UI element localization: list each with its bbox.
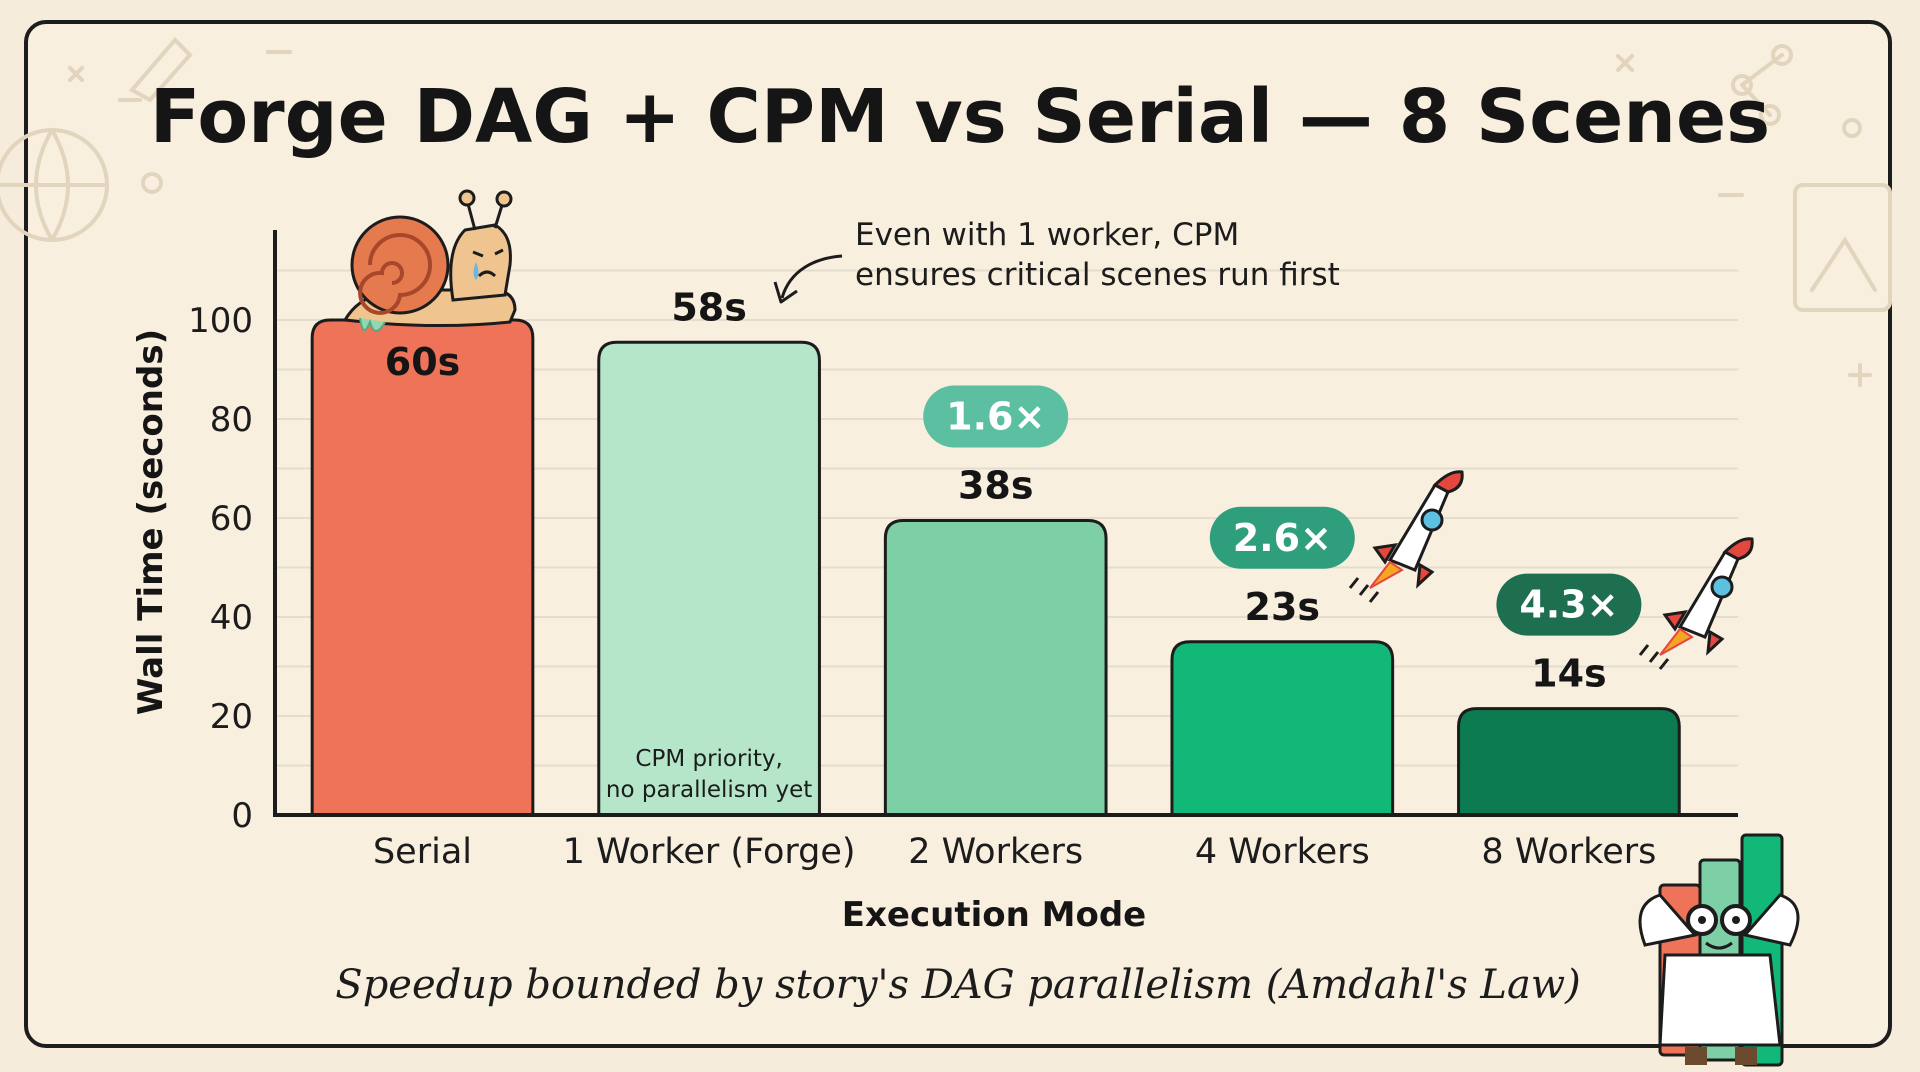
rocket-icon <box>1348 470 1464 603</box>
bars <box>310 318 1681 817</box>
x-axis-label: Execution Mode <box>842 895 1146 935</box>
value-label: 23s <box>1245 585 1321 629</box>
value-label: 38s <box>958 463 1034 507</box>
speedup-label: 2.6× <box>1233 516 1332 560</box>
value-label: 14s <box>1531 652 1607 696</box>
bar-note-line: no parallelism yet <box>606 777 812 803</box>
value-labels: 60s 58s 38s 23s 14s <box>385 285 1607 695</box>
chart-title: Forge DAG + CPM vs Serial — 8 Scenes <box>150 74 1770 160</box>
bar-1-worker-forge- <box>597 340 821 817</box>
speedup-badge <box>1209 506 1355 569</box>
annotation-arrow <box>773 254 843 304</box>
sad-snail-icon <box>342 189 517 332</box>
bar-2-workers <box>883 518 1108 817</box>
value-label: 60s <box>385 340 461 384</box>
bar-8-workers <box>1457 707 1681 817</box>
x-tick-label: 1 Worker (Forge) <box>563 832 856 872</box>
y-axis-label: Wall Time (seconds) <box>131 329 171 715</box>
bar-note-line: CPM priority, <box>635 746 782 772</box>
y-tick-label: 0 <box>231 796 253 836</box>
y-tick-label: 80 <box>210 400 253 440</box>
speedup-badge <box>1496 573 1642 636</box>
annotation-line-1: Even with 1 worker, CPM <box>855 217 1239 253</box>
value-label: 58s <box>671 285 747 329</box>
y-tick-label: 100 <box>188 301 253 341</box>
background-doodles <box>0 37 1892 387</box>
y-tick-label: 20 <box>210 697 253 737</box>
bar-notes: CPM priority, no parallelism yet <box>606 746 812 803</box>
speedup-label: 4.3× <box>1519 583 1618 627</box>
y-tick-label: 60 <box>210 499 253 539</box>
annotation-line-2: ensures critical scenes run first <box>855 257 1340 293</box>
x-tick-label: 2 Workers <box>908 832 1083 872</box>
footnote: Speedup bounded by story's DAG paralleli… <box>335 962 1580 1008</box>
bar-serial <box>310 318 535 817</box>
speedup-badges: 1.6× 2.6× 4.3× <box>923 385 1642 636</box>
speedup-badge <box>923 385 1069 448</box>
x-tick-label: Serial <box>373 832 472 872</box>
y-tick-label: 40 <box>210 598 253 638</box>
bar-4-workers <box>1170 640 1395 817</box>
y-tick-labels: 0 20 40 60 80 100 <box>188 301 253 836</box>
scientist-mascot-icon <box>1638 833 1800 1067</box>
x-tick-labels: Serial 1 Worker (Forge) 2 Workers 4 Workers… <box>373 832 1656 872</box>
x-tick-label: 8 Workers <box>1481 832 1656 872</box>
rocket-icon <box>1638 537 1754 670</box>
speedup-label: 1.6× <box>946 394 1045 438</box>
x-tick-label: 4 Workers <box>1195 832 1370 872</box>
